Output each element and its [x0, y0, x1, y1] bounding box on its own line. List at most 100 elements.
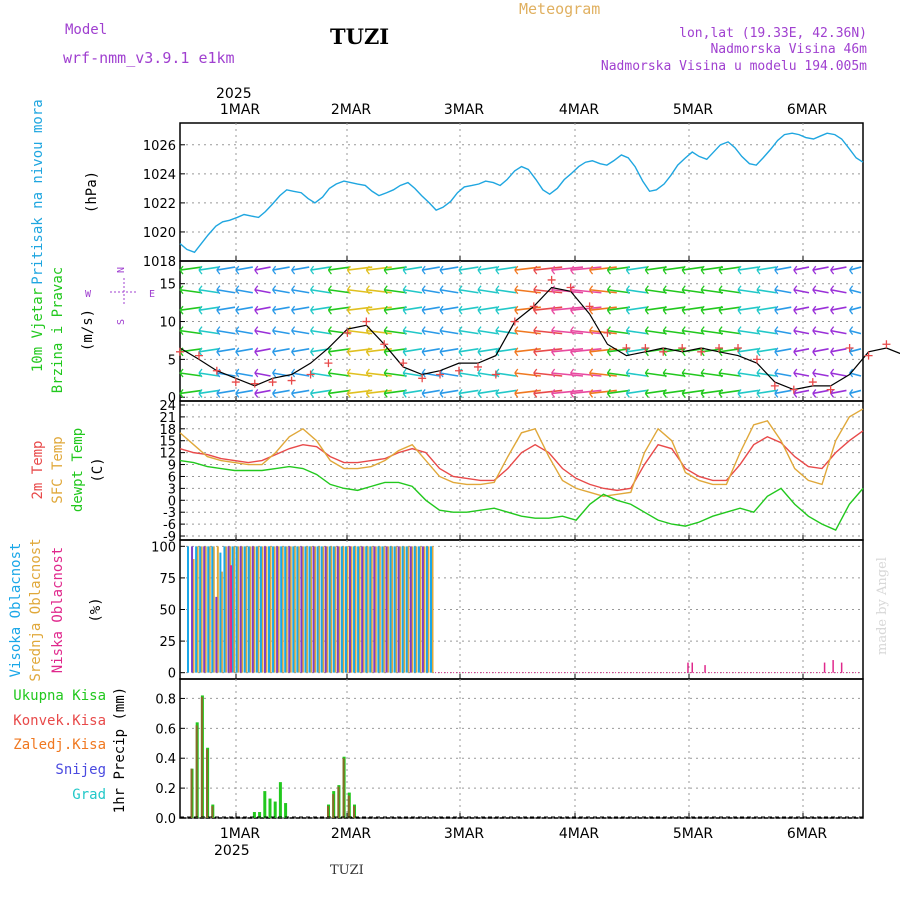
- wind-arrow-head: [235, 393, 240, 398]
- wind-arrow-head: [383, 269, 388, 275]
- wind-arrow: [477, 329, 498, 335]
- wind-arrow-head: [216, 285, 221, 291]
- wind-arrow-head: [198, 326, 203, 332]
- wind-arrow: [589, 372, 617, 377]
- wind-arrow-head: [606, 347, 611, 353]
- wind-arrow-head: [272, 393, 277, 398]
- wind-arrow-head: [812, 326, 817, 332]
- wind-arrow-head: [458, 305, 463, 311]
- wind-arrow: [701, 329, 724, 335]
- wind-arrow-head: [514, 305, 519, 311]
- x-tick-label-bottom: 3MAR: [444, 826, 485, 842]
- wind-arrow: [645, 288, 667, 294]
- wind-arrow-head: [830, 393, 835, 398]
- wind-arrow: [849, 306, 862, 311]
- wind-arrow-head: [216, 347, 221, 353]
- wind-arrow-head: [551, 372, 556, 378]
- wind-arrow-head: [830, 289, 835, 295]
- wind-arrow: [737, 348, 759, 353]
- wind-arrow-head: [198, 347, 203, 353]
- wind-gust-marker: [808, 378, 817, 387]
- wind-arrow: [254, 266, 271, 271]
- wind-arrow-head: [477, 330, 482, 336]
- wind-gust-marker: [176, 347, 184, 356]
- wind-arrow: [793, 306, 810, 311]
- wind-arrow: [626, 266, 648, 271]
- ylabel-mid-cloud: Srednja Oblacnost: [28, 538, 44, 681]
- x-tick-label-bottom: 5MAR: [673, 826, 714, 842]
- wind-arrow: [384, 306, 407, 311]
- wind-arrow-head: [756, 289, 761, 295]
- wind-arrow: [328, 288, 351, 294]
- wind-arrow: [216, 306, 236, 311]
- wind-arrow: [626, 306, 648, 311]
- wind-arrow: [570, 266, 602, 271]
- wind-arrow-head: [514, 330, 519, 336]
- wind-arrow-head: [421, 269, 426, 275]
- wind-arrow-head: [737, 269, 742, 275]
- wind-gust-marker: [659, 347, 668, 356]
- wind-arrow-head: [681, 285, 686, 291]
- wind-arrow: [198, 288, 220, 294]
- wind-arrow-head: [291, 326, 296, 332]
- wind-arrow-head: [477, 393, 482, 398]
- wind-arrow: [663, 306, 686, 311]
- wind-arrow: [607, 372, 630, 377]
- wind-arrow: [830, 348, 847, 353]
- wind-arrow-head: [644, 351, 649, 357]
- wind-arrow-head: [830, 326, 835, 332]
- wind-arrow-head: [533, 309, 538, 315]
- wind-arrow-head: [606, 368, 611, 374]
- wind-arrow-head: [662, 372, 667, 378]
- wind-gust-marker: [268, 378, 277, 387]
- wind-arrow: [551, 306, 584, 311]
- wind-arrow-head: [439, 309, 444, 315]
- wind-arrow: [812, 348, 829, 353]
- wind-arrow-head: [756, 372, 761, 378]
- wind-arrow-head: [327, 351, 332, 357]
- wind-arrow-head: [606, 393, 611, 398]
- wind-arrow-head: [198, 289, 203, 295]
- tick-label-temperature: 18: [159, 423, 176, 438]
- wind-arrow-head: [216, 326, 221, 332]
- wind-arrow: [216, 348, 236, 353]
- wind-arrow: [645, 306, 667, 311]
- wind-arrow: [756, 329, 777, 335]
- precip-bar-convective: [347, 795, 350, 818]
- wind-arrow-head: [533, 265, 538, 271]
- wind-arrow-head: [589, 389, 594, 394]
- wind-arrow-head: [383, 309, 388, 315]
- precip-bar-total: [252, 812, 256, 818]
- wind-arrow: [458, 288, 479, 294]
- wind-arrow-head: [551, 269, 556, 275]
- wind-arrow-head: [254, 347, 259, 353]
- wind-gust-marker: [770, 381, 779, 390]
- wind-arrow-head: [756, 305, 761, 311]
- precip-bar-convective: [190, 768, 193, 818]
- wind-arrow: [439, 288, 459, 294]
- wind-arrow-head: [495, 330, 500, 336]
- ylabel-pressure: Pritisak na nivou mora: [30, 99, 46, 284]
- wind-arrow-head: [830, 372, 835, 378]
- tick-label-temperature: -6: [163, 518, 176, 533]
- wind-arrow: [495, 389, 517, 395]
- wind-arrow-head: [514, 372, 519, 378]
- wind-arrow: [514, 306, 541, 311]
- wind-arrow-head: [383, 285, 388, 291]
- wind-arrow-head: [606, 372, 611, 378]
- wind-arrow-head: [179, 326, 184, 332]
- wind-arrow: [830, 329, 847, 335]
- wind-arrow-head: [589, 347, 594, 353]
- wind-arrow: [645, 389, 667, 395]
- wind-arrow: [756, 389, 777, 395]
- tick-label-wind: 15: [159, 278, 176, 293]
- wind-arrow-head: [477, 309, 482, 315]
- wind-arrow-head: [365, 351, 370, 357]
- wind-arrow-head: [606, 289, 611, 295]
- wind-arrow-head: [662, 285, 667, 291]
- wind-arrow-head: [514, 289, 519, 295]
- wind-arrow-head: [198, 372, 203, 378]
- wind-arrow-head: [812, 347, 817, 353]
- wind-arrow: [179, 389, 202, 395]
- wind-arrow: [422, 348, 440, 353]
